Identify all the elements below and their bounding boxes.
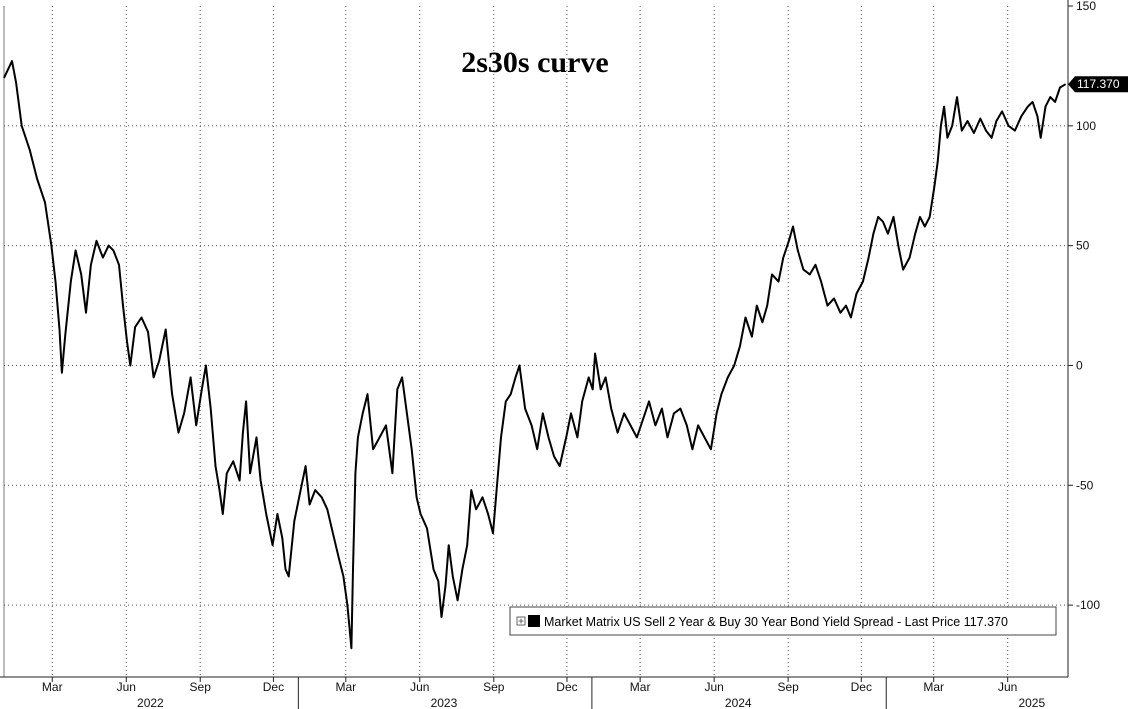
legend-swatch [528, 615, 540, 627]
x-tick-label: Jun [704, 680, 723, 694]
x-tick-label: Jun [117, 680, 136, 694]
year-label: 2022 [137, 696, 164, 709]
chart-series-group [3, 60, 1067, 650]
y-tick-label: 150 [1076, 0, 1096, 13]
chart-title: 2s30s curve [461, 46, 608, 79]
chart-axes: 150 100 50 0 -50 -100 Mar Jun Sep Dec Mar Jun Sep Dec… [0, 0, 1100, 709]
x-tick-label: Mar [630, 680, 651, 694]
last-price-tag-shape [1068, 76, 1128, 93]
chart-grid [4, 6, 1068, 677]
y-tick-label: 50 [1076, 239, 1090, 253]
legend-label: Market Matrix US Sell 2 Year & Buy 30 Ye… [544, 615, 1008, 629]
y-tick-label: -50 [1076, 478, 1094, 492]
x-tick-label: Dec [556, 680, 577, 694]
x-tick-label: Mar [335, 680, 356, 694]
x-tick-label: Dec [851, 680, 872, 694]
x-tick-label: Sep [190, 680, 212, 694]
last-price-tag: 117.370 [1068, 76, 1128, 93]
chart-legend: Market Matrix US Sell 2 Year & Buy 30 Ye… [509, 606, 1057, 636]
series-line-0 [3, 60, 1067, 650]
x-tick-label: Jun [410, 680, 429, 694]
year-label: 2023 [431, 696, 458, 709]
y-tick-label: 0 [1076, 358, 1083, 372]
y-tick-label: 100 [1076, 119, 1096, 133]
x-tick-label: Jun [998, 680, 1017, 694]
year-label: 2025 [1018, 696, 1045, 709]
y-tick-label: -100 [1076, 598, 1100, 612]
x-tick-label: Sep [483, 680, 505, 694]
legend-box [509, 606, 1057, 636]
legend-expand-icon[interactable] [516, 616, 526, 626]
last-price-value: 117.370 [1077, 77, 1120, 91]
year-label: 2024 [725, 696, 752, 709]
x-tick-label: Mar [923, 680, 944, 694]
x-tick-label: Dec [263, 680, 284, 694]
x-tick-label: Mar [42, 680, 63, 694]
x-tick-label: Sep [777, 680, 799, 694]
